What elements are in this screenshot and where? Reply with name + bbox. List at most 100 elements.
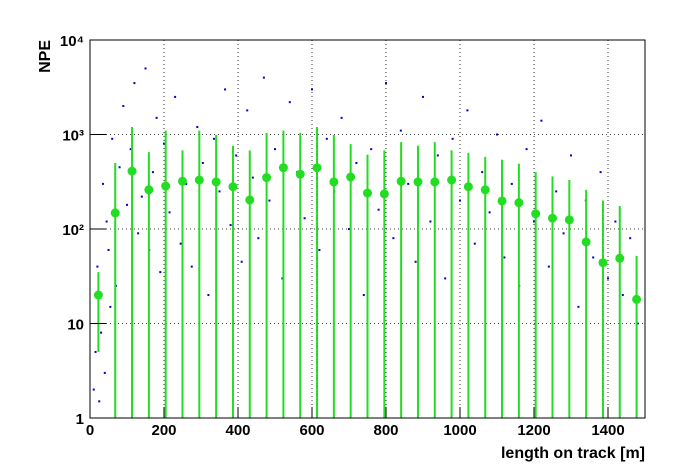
scatter-point [525, 148, 528, 151]
scatter-point [96, 265, 99, 268]
profile-point [379, 189, 389, 199]
scatter-point [547, 265, 550, 268]
scatter-point [599, 171, 602, 174]
scatter-point [570, 154, 572, 157]
scatter-point [196, 126, 199, 129]
scatter-point [540, 119, 543, 122]
scatter-point [392, 237, 395, 240]
profile-point [447, 175, 457, 185]
scatter-point [163, 142, 165, 145]
scatter-point [155, 116, 158, 119]
scatter-point [481, 171, 484, 174]
scatter-point [251, 176, 254, 179]
profile-point [497, 196, 507, 206]
scatter-point [444, 277, 447, 280]
scatter-point [488, 211, 491, 214]
scatter-point [451, 137, 454, 140]
y-tick-label: 10² [62, 222, 84, 239]
scatter-point [212, 137, 215, 140]
y-tick-label: 10⁴ [60, 33, 84, 50]
x-tick-label: 400 [225, 422, 250, 439]
plot-area [92, 67, 642, 418]
profile-point [514, 198, 524, 208]
scatter-point [262, 76, 265, 79]
profile-point [194, 175, 204, 185]
profile-point [329, 177, 339, 187]
scatter-point [362, 294, 365, 297]
profile-point [531, 209, 541, 219]
scatter-point [562, 232, 565, 235]
scatter-point [621, 294, 624, 297]
scatter-point [385, 82, 387, 85]
axes: 0 200 400 600 800 1000 1200 1400 1 10 10² 10³ 10⁴ [60, 33, 625, 439]
x-axis-label: length on track [m] [501, 445, 645, 462]
scatter-point [201, 161, 204, 164]
scatter-point [101, 182, 104, 185]
scatter-point [407, 182, 410, 185]
profile-point [480, 185, 490, 195]
scatter-point [533, 220, 535, 223]
scatter-point [399, 129, 402, 132]
scatter-point [510, 182, 513, 185]
profile-point [110, 208, 120, 218]
scatter-point [144, 67, 147, 70]
scatter-point [555, 190, 558, 193]
scatter-point [126, 203, 128, 206]
scatter-point [303, 217, 306, 220]
scatter-point [159, 271, 162, 274]
profile-point [262, 173, 272, 183]
profile-point [396, 176, 406, 186]
x-tick-label: 1200 [517, 422, 550, 439]
scatter-point [174, 95, 177, 98]
scatter-point [224, 88, 227, 91]
scatter-point [105, 220, 108, 223]
scatter-point [109, 305, 112, 308]
scatter-point [207, 294, 210, 297]
y-tick-label: 1 [76, 411, 84, 428]
profile-point [581, 237, 591, 247]
profile-point [211, 177, 221, 187]
y-tick-label: 10³ [62, 128, 84, 145]
scatter-point [129, 148, 132, 151]
scatter-point [235, 154, 238, 157]
scatter-point [311, 88, 313, 91]
scatter-point [274, 148, 276, 151]
scatter-point [122, 105, 125, 108]
scatter-point [268, 199, 271, 202]
scatter-point [246, 109, 249, 112]
profile-point [413, 177, 423, 187]
scatter-point [577, 305, 580, 308]
profile-point [548, 213, 557, 223]
scatter-point [348, 228, 350, 230]
y-axis-label: NPE [37, 40, 54, 73]
scatter-point [218, 190, 221, 193]
scatter-point [473, 242, 476, 245]
profile-point [245, 195, 255, 205]
x-tick-label: 0 [86, 422, 94, 439]
scatter-point [100, 331, 103, 334]
profile-point [346, 172, 356, 182]
profile-point [278, 163, 288, 173]
scatter-point [325, 137, 328, 140]
scatter-point [137, 232, 140, 235]
profile-point [295, 169, 305, 179]
scatter-point [229, 224, 232, 227]
scatter-point [466, 109, 469, 112]
scatter-point [496, 133, 498, 136]
profile-point [144, 185, 154, 195]
scatter-point [107, 248, 110, 251]
scatter-point [133, 82, 136, 85]
profile-point [615, 253, 625, 263]
profile-point [463, 182, 473, 192]
scatter-point [118, 166, 121, 169]
scatter-point [98, 400, 101, 403]
x-tick-label: 1000 [443, 422, 476, 439]
scatter-point [185, 182, 188, 185]
scatter-point [370, 148, 373, 151]
x-tick-label: 1400 [591, 422, 624, 439]
scatter-point [151, 171, 154, 174]
scatter-point [459, 199, 461, 202]
scatter-point [429, 220, 432, 223]
scatter-point [503, 256, 506, 259]
